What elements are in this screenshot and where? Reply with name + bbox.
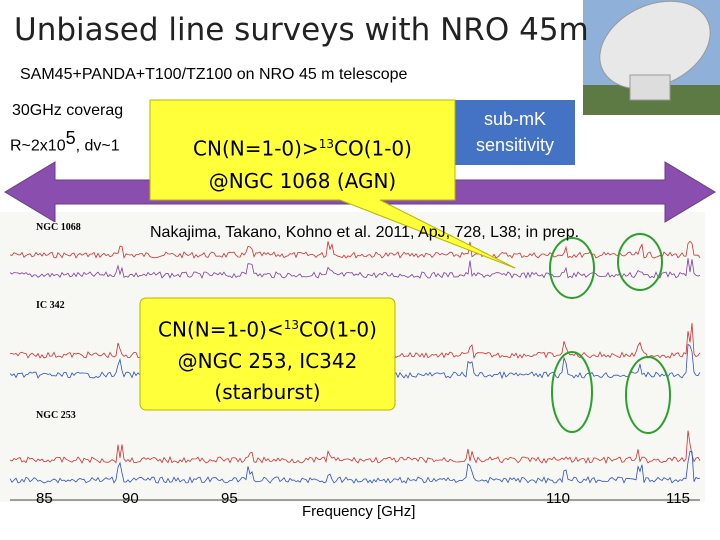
spectrum bbox=[9, 430, 701, 465]
spectrum bbox=[9, 240, 701, 259]
t: CO(1-0) bbox=[333, 136, 412, 161]
highlight bbox=[625, 356, 671, 434]
x-tick-label: 110 bbox=[546, 490, 570, 507]
panel-label: IC 342 bbox=[36, 300, 65, 311]
callout-line: @NGC 1068 (AGN) bbox=[208, 168, 397, 193]
sensitivity-line: sub-mK bbox=[483, 109, 546, 129]
t: CN(N=1-0)> bbox=[193, 136, 319, 161]
t: 13 bbox=[283, 318, 299, 332]
t: CO(1-0) bbox=[298, 317, 377, 342]
highlight bbox=[617, 233, 663, 291]
mount bbox=[629, 74, 671, 101]
title: Unbiased line surveys with NRO 45m bbox=[14, 12, 589, 48]
highlight bbox=[551, 351, 593, 433]
sensitivity-line: sensitivity bbox=[475, 135, 555, 155]
t: 13 bbox=[318, 137, 334, 151]
spectra bbox=[9, 240, 701, 484]
dish bbox=[599, 0, 711, 90]
x-tick-label: 85 bbox=[36, 490, 53, 507]
x-tick-label: 115 bbox=[666, 490, 690, 507]
coverage: 30GHz coverag bbox=[12, 102, 124, 119]
callout-sb bbox=[139, 297, 396, 411]
subtitle: SAM45+PANDA+T100/TZ100 on NRO 45 m teles… bbox=[20, 66, 408, 83]
callout-line: (starburst) bbox=[214, 379, 321, 404]
x-axis-label: Frequency [GHz] bbox=[302, 503, 416, 520]
x-tick-label: 95 bbox=[221, 490, 238, 507]
panel-label: NGC 1068 bbox=[36, 222, 81, 233]
callout-line: CN(N=1-0)>13CO(1-0) bbox=[150, 128, 455, 165]
callout-line: CN(N=1-0)<13CO(1-0) bbox=[140, 310, 395, 346]
callout-line: @NGC 253, IC342 bbox=[177, 348, 358, 373]
highlight bbox=[549, 237, 595, 299]
t: CN(N=1-0)< bbox=[158, 317, 284, 342]
spectrum bbox=[9, 258, 701, 280]
sensitivity: sub-mK sensitivity bbox=[455, 106, 575, 158]
resolution-text: R~2x10 bbox=[10, 137, 66, 155]
callout-agn-text: CN(N=1-0)>13CO(1-0) @NGC 1068 (AGN) bbox=[150, 128, 455, 197]
resolution: R~2x105, dv~1 bbox=[10, 128, 120, 155]
resolution-exp: 5 bbox=[65, 128, 76, 148]
spectrum bbox=[9, 450, 701, 484]
callout-agn bbox=[149, 99, 516, 269]
callout-sb-text: CN(N=1-0)<13CO(1-0) @NGC 253, IC342 (starb… bbox=[140, 310, 395, 408]
reference: Nakajima, Takano, Kohno et al. 2011, ApJ… bbox=[150, 224, 580, 241]
panel-label: NGC 253 bbox=[36, 410, 76, 421]
x-tick-label: 90 bbox=[122, 490, 139, 507]
resolution-text: , dv~1 bbox=[75, 137, 120, 155]
sensitivity-box bbox=[455, 100, 575, 165]
